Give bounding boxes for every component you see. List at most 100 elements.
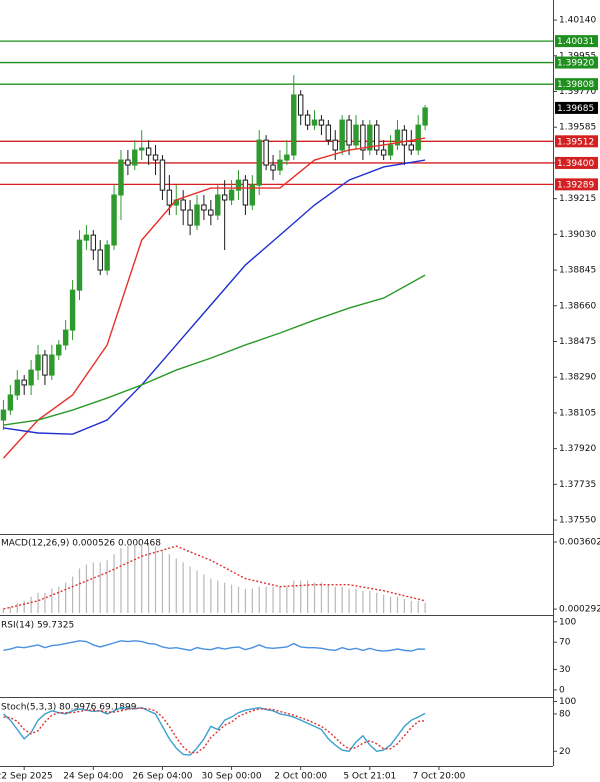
current-price-label: 1.39685 [557, 104, 594, 114]
histogram-bar [120, 548, 122, 613]
histogram-bar [161, 550, 164, 613]
indicator-line [2, 706, 426, 756]
candle-body [380, 149, 387, 156]
panel-title: Stoch(5,3,3) 80.9976 69.1899 [1, 703, 137, 713]
candle-body [62, 329, 69, 346]
histogram-bar [286, 586, 288, 613]
y-tick-label: 70 [559, 638, 571, 648]
histogram-bar [341, 586, 343, 613]
y-tick-label: 1.39770 [559, 87, 596, 97]
histogram-bar [355, 588, 357, 613]
y-tick-label: 1.38290 [559, 373, 596, 383]
level-label: 1.39920 [557, 59, 594, 69]
histogram-bar [410, 600, 412, 613]
histogram-bar [175, 558, 177, 613]
candle-body [374, 124, 380, 151]
candle-body [111, 194, 117, 246]
level-label: 1.40031 [557, 37, 594, 47]
candle-body [69, 289, 76, 331]
y-tick-label: 1.38105 [559, 408, 596, 418]
histogram-bar [99, 562, 101, 613]
indicator-line [3, 640, 426, 652]
histogram-bar [182, 562, 184, 613]
level-label-box [555, 78, 598, 91]
candle-body [318, 119, 325, 126]
candle-body [76, 239, 83, 291]
histogram-bar [16, 602, 18, 613]
histogram-bar [196, 570, 198, 613]
histogram-bar [334, 586, 336, 613]
candle-body [166, 189, 173, 206]
level-label-box [555, 56, 598, 69]
candle-body [408, 144, 415, 151]
histogram-bar [148, 544, 150, 613]
x-tick-label: 5 Oct 21:01 [343, 772, 396, 782]
histogram-bar [44, 592, 46, 613]
histogram-bar [279, 586, 281, 613]
candle-body [401, 129, 408, 146]
candle-body [215, 194, 221, 216]
panel-title: RSI(14) 59.7325 [1, 621, 74, 631]
x-tick-label: 7 Oct 20:00 [412, 772, 465, 782]
candle-body [422, 107, 428, 126]
histogram-bar [141, 544, 143, 613]
candle-body [49, 354, 55, 376]
y-tick-label: 1.39585 [559, 123, 596, 133]
histogram-bar [320, 582, 323, 613]
histogram-bar [362, 590, 364, 613]
indicator-line [3, 545, 426, 610]
histogram-bar [237, 586, 240, 613]
indicator-line [3, 274, 426, 426]
y-tick-label: 0.000292 [559, 605, 600, 615]
histogram-bar [71, 576, 74, 613]
y-tick-label: 1.40140 [559, 16, 596, 26]
y-tick-label: 0.003602 [559, 538, 600, 548]
candle-body [132, 149, 138, 166]
candle-body [208, 209, 214, 216]
level-label: 1.39400 [557, 159, 594, 169]
histogram-bar [2, 608, 5, 613]
current-price-box [555, 101, 598, 114]
candle-body [263, 139, 269, 166]
histogram-bar [113, 554, 115, 613]
candle-body [145, 147, 152, 156]
y-tick-label: 1.37735 [559, 480, 596, 490]
histogram-bar [37, 592, 39, 613]
x-tick-label: 26 Sep 04:00 [132, 772, 192, 782]
candle-body [394, 129, 401, 146]
level-label-box [555, 178, 598, 191]
y-tick-label: 20 [559, 747, 571, 757]
histogram-bar [389, 596, 392, 613]
histogram-bar [203, 574, 205, 613]
candle-body [304, 114, 311, 126]
x-tick-label: 22 Sep 2025 [0, 772, 53, 782]
histogram-bar [210, 578, 212, 613]
candle-body [297, 94, 304, 116]
y-tick-label: 1.37920 [559, 444, 596, 454]
histogram-bar [85, 564, 88, 613]
histogram-bar [383, 594, 385, 613]
candle-body [346, 119, 352, 146]
candle-body [56, 344, 62, 356]
histogram-bar [300, 580, 302, 613]
level-label-box [555, 156, 598, 169]
candle-body [90, 234, 97, 251]
candle-body [118, 159, 124, 196]
candle-body [42, 354, 48, 376]
candle-body [284, 154, 290, 161]
y-tick-label: 100 [559, 697, 576, 707]
x-tick-label: 24 Sep 04:00 [63, 772, 123, 782]
histogram-bar [327, 584, 329, 613]
histogram-bar [369, 590, 371, 613]
indicator-line [3, 159, 426, 435]
histogram-bar [168, 554, 170, 613]
y-tick-label: 100 [559, 617, 576, 627]
candle-body [228, 189, 235, 201]
level-label: 1.39512 [557, 137, 594, 147]
y-tick-label: 1.38845 [559, 266, 596, 276]
level-label-box [555, 135, 598, 148]
candle-body [249, 184, 256, 206]
histogram-bar [313, 582, 316, 613]
y-tick-label: 30 [559, 665, 571, 675]
